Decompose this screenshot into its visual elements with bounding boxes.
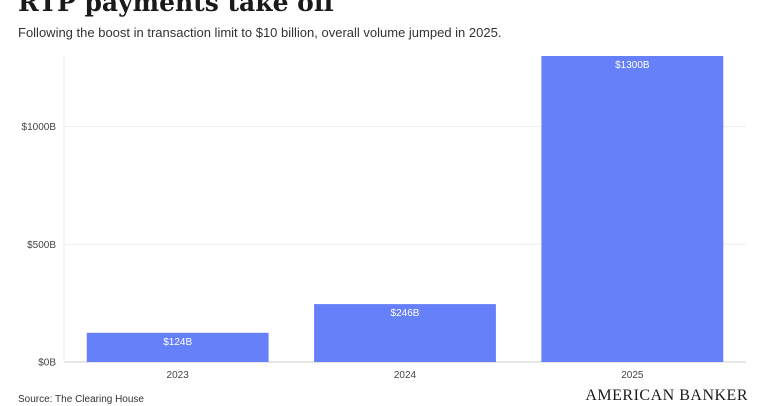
bars: [86, 56, 724, 362]
bar-2024: [314, 304, 496, 362]
y-tick-label: $500B: [27, 240, 56, 251]
american-banker-logo: AMERICAN BANKER: [585, 387, 748, 404]
data-labels: $124B $246B $1300B: [163, 60, 650, 348]
y-tick-label: $1000B: [22, 122, 57, 133]
chart-subtitle: Following the boost in transaction limit…: [18, 25, 502, 40]
chart-title: RTP payments take off: [18, 0, 335, 17]
data-label-2023: $124B: [163, 337, 192, 348]
bar-2023: [86, 332, 269, 362]
x-tick-label: 2025: [621, 370, 644, 381]
x-tick-label: 2024: [394, 370, 417, 381]
x-tick-label: 2023: [167, 370, 190, 381]
y-axis-ticks: $0B $500B $1000B: [22, 122, 57, 368]
x-axis-ticks: 2023 2024 2025: [167, 370, 644, 381]
bar-chart: $0B $500B $1000B $124B $246B $1300B 2023 2024…: [22, 56, 746, 381]
data-label-2025: $1300B: [615, 60, 650, 71]
y-tick-label: $0B: [38, 358, 56, 369]
data-label-2024: $246B: [391, 308, 420, 319]
source-note: Source: The Clearing House: [18, 394, 144, 405]
bar-2025: [541, 56, 724, 362]
